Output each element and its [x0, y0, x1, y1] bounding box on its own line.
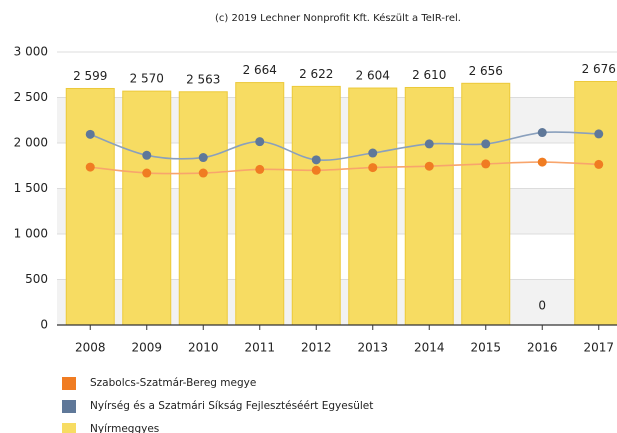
y-tick-label: 500	[25, 272, 48, 286]
x-tick-label: 2013	[357, 341, 388, 355]
y-tick-label: 2 000	[14, 136, 48, 150]
marker	[424, 161, 434, 171]
data-label: 2 604	[356, 69, 390, 83]
marker	[85, 129, 95, 139]
x-tick-label: 2014	[414, 341, 445, 355]
legend-swatch	[62, 400, 76, 413]
legend-swatch	[62, 423, 76, 433]
bar	[404, 86, 454, 326]
bar	[461, 82, 511, 326]
bar	[574, 80, 617, 326]
y-tick-label: 3 000	[14, 45, 48, 59]
marker	[537, 128, 547, 138]
marker	[594, 129, 604, 139]
y-tick-label: 1 000	[14, 227, 48, 241]
marker	[142, 168, 152, 178]
data-label: 2 676	[582, 62, 616, 76]
legend-label: Szabolcs-Szatmár-Bereg megye	[90, 377, 256, 389]
marker	[255, 137, 265, 147]
data-label: 2 563	[186, 72, 220, 86]
x-tick-label: 2008	[75, 341, 106, 355]
marker	[424, 139, 434, 149]
x-tick-label: 2010	[188, 341, 219, 355]
x-tick-label: 2017	[583, 341, 614, 355]
marker	[198, 168, 208, 178]
x-tick-label: 2012	[301, 341, 332, 355]
x-tick-label: 2015	[470, 341, 501, 355]
marker	[311, 155, 321, 165]
marker	[537, 157, 547, 167]
y-tick-label: 0	[40, 318, 48, 332]
series-line	[89, 131, 599, 161]
bar	[348, 87, 398, 326]
marker	[368, 148, 378, 158]
bar	[291, 85, 341, 326]
data-label: 2 656	[469, 64, 503, 78]
data-label: 2 610	[412, 68, 446, 82]
x-tick-label: 2009	[131, 341, 162, 355]
chart-title: (c) 2019 Lechner Nonprofit Kft. Készült …	[215, 12, 461, 24]
x-tick-label: 2011	[244, 341, 275, 355]
marker	[85, 162, 95, 172]
series-line	[90, 161, 599, 175]
marker	[594, 159, 604, 169]
data-label: 2 570	[130, 72, 164, 86]
marker	[481, 159, 491, 169]
marker	[142, 150, 152, 160]
marker	[368, 163, 378, 173]
bar	[65, 87, 115, 326]
y-tick-label: 1 500	[14, 181, 48, 195]
marker	[255, 164, 265, 174]
marker	[198, 153, 208, 163]
data-label: 2 599	[73, 69, 107, 83]
bar	[235, 82, 285, 326]
legend-swatch	[62, 377, 76, 390]
data-label: 2 664	[243, 63, 277, 77]
marker	[311, 165, 321, 175]
x-tick-label: 2016	[527, 341, 558, 355]
y-tick-label: 2 500	[14, 90, 48, 104]
data-label: 2 622	[299, 67, 333, 81]
legend-label: Nyírség és a Szatmári Síkság Fejlesztésé…	[90, 400, 373, 412]
marker	[481, 139, 491, 149]
legend-label: Nyírmeggyes	[90, 423, 159, 433]
bar	[178, 91, 228, 326]
data-label: 0	[538, 299, 546, 313]
bar	[122, 90, 172, 326]
